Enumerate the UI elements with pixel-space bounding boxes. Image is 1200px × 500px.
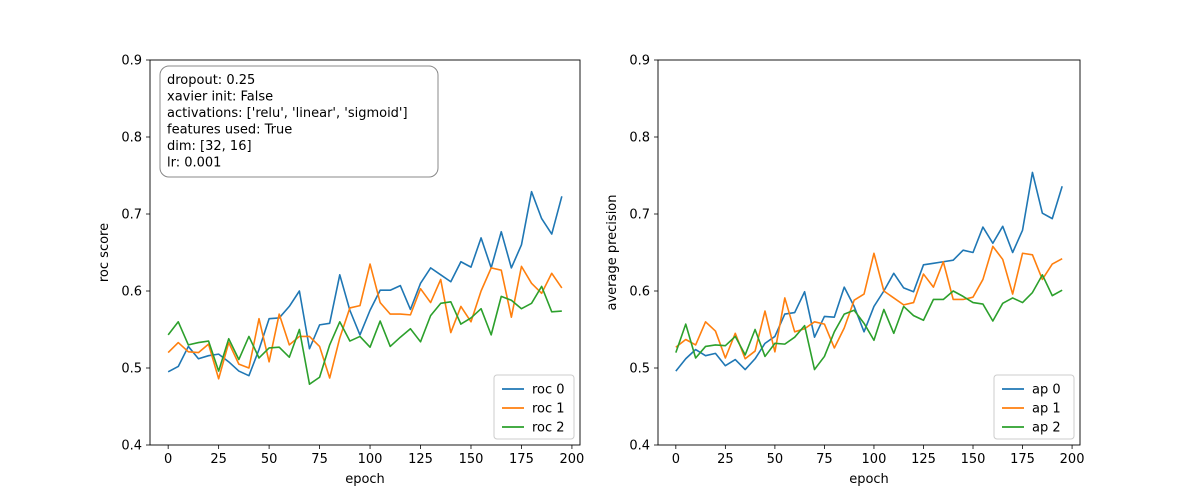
annotation-line: dim: [32, 16] — [167, 139, 252, 154]
x-tick-label: 50 — [767, 452, 784, 467]
y-tick-label: 0.5 — [121, 362, 142, 377]
x-tick-label: 150 — [961, 452, 986, 467]
x-tick-label: 150 — [459, 452, 484, 467]
legend-label: ap 1 — [1032, 402, 1061, 417]
plot-frame — [657, 59, 1081, 446]
y-tick-label: 0.7 — [121, 208, 142, 223]
x-tick-label: 75 — [816, 452, 833, 467]
y-tick-label: 0.9 — [121, 54, 142, 69]
chart-panel-0: 0 25 50 75 100 125 150 175 200 0.4 0.5 0.6 0.7 0.8 0.9… — [97, 54, 584, 488]
chart-panel-1: 0 25 50 75 100 125 150 175 200 0.4 0.5 0.6 0.7 0.8 0.9… — [605, 54, 1084, 488]
annotation: dropout: 0.25 xavier init: Falseactivatio… — [159, 65, 439, 178]
legend-label: ap 2 — [1032, 421, 1061, 436]
annotation-line: lr: 0.001 — [167, 156, 221, 171]
series-line-roc-0 — [167, 190, 563, 377]
x-tick-label: 0 — [164, 452, 172, 467]
x-tick-label: 100 — [862, 452, 887, 467]
x-tick-label: 25 — [717, 452, 734, 467]
legend-box — [493, 374, 575, 440]
annotation-line: features used: True — [167, 123, 292, 138]
x-axis-label: epoch — [849, 472, 889, 487]
y-tick-label: 0.7 — [629, 208, 650, 223]
y-tick-label: 0.9 — [629, 54, 650, 69]
legend-label: roc 0 — [532, 383, 565, 398]
x-tick-label: 125 — [408, 452, 433, 467]
x-tick-label: 0 — [672, 452, 680, 467]
series-line-ap-0 — [675, 171, 1063, 372]
series-line-ap-2 — [675, 274, 1063, 371]
x-tick-label: 200 — [1060, 452, 1085, 467]
legend-label: ap 0 — [1032, 383, 1061, 398]
y-tick-label: 0.4 — [629, 439, 650, 454]
legend-label: roc 2 — [532, 421, 565, 436]
x-axis-label: epoch — [345, 472, 385, 487]
annotation-box — [159, 65, 439, 178]
x-tick-label: 175 — [1010, 452, 1035, 467]
y-tick-label: 0.8 — [629, 131, 650, 146]
x-tick-label: 125 — [911, 452, 936, 467]
series-line-roc-1 — [167, 263, 563, 380]
x-tick-label: 175 — [509, 452, 534, 467]
annotation-line: dropout: 0.25 — [167, 73, 255, 88]
plot-frame — [149, 59, 581, 446]
legend: ap 0 ap 1 ap 2 — [993, 374, 1075, 440]
x-tick-label: 50 — [261, 452, 278, 467]
annotation-line: xavier init: False — [167, 90, 273, 105]
legend-box — [993, 374, 1075, 440]
y-axis-label: roc score — [97, 223, 112, 282]
y-axis-label: average precision — [605, 195, 620, 311]
series-line-roc-2 — [167, 285, 562, 385]
x-tick-label: 75 — [311, 452, 328, 467]
x-tick-label: 100 — [358, 452, 383, 467]
series-group — [167, 190, 563, 385]
legend: roc 0 roc 1 roc 2 — [493, 374, 575, 440]
x-tick-label: 200 — [560, 452, 585, 467]
legend-label: roc 1 — [532, 402, 565, 417]
x-tick-label: 25 — [210, 452, 227, 467]
series-group — [675, 171, 1063, 372]
y-tick-label: 0.6 — [121, 285, 142, 300]
annotation-line: activations: ['relu', 'linear', 'sigmoid… — [167, 106, 408, 121]
y-tick-label: 0.8 — [121, 131, 142, 146]
y-tick-label: 0.6 — [629, 285, 650, 300]
y-tick-label: 0.4 — [121, 439, 142, 454]
y-tick-label: 0.5 — [629, 362, 650, 377]
